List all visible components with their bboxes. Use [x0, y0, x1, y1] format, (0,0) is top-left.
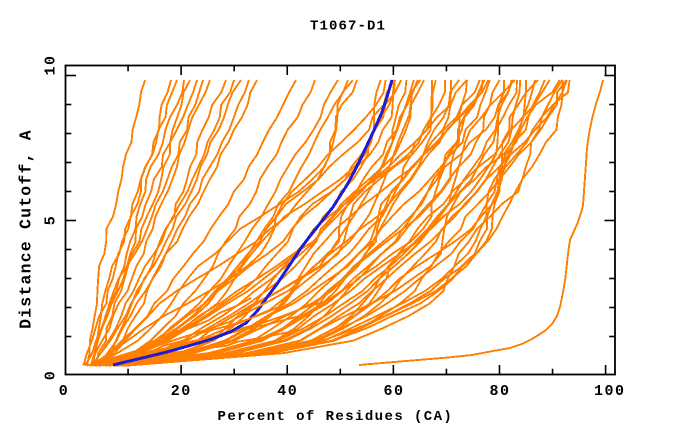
- svg-text:60: 60: [383, 383, 404, 400]
- svg-text:5: 5: [43, 215, 60, 226]
- svg-text:10: 10: [43, 54, 60, 75]
- svg-text:80: 80: [489, 383, 510, 400]
- svg-text:40: 40: [277, 383, 298, 400]
- svg-text:0: 0: [59, 383, 70, 400]
- svg-text:100: 100: [594, 383, 626, 400]
- svg-text:Percent of Residues (CA): Percent of Residues (CA): [218, 409, 454, 425]
- svg-text:20: 20: [171, 383, 192, 400]
- svg-text:Distance Cutoff, A: Distance Cutoff, A: [17, 129, 36, 329]
- svg-text:T1067-D1: T1067-D1: [310, 19, 386, 35]
- svg-text:0: 0: [43, 370, 60, 381]
